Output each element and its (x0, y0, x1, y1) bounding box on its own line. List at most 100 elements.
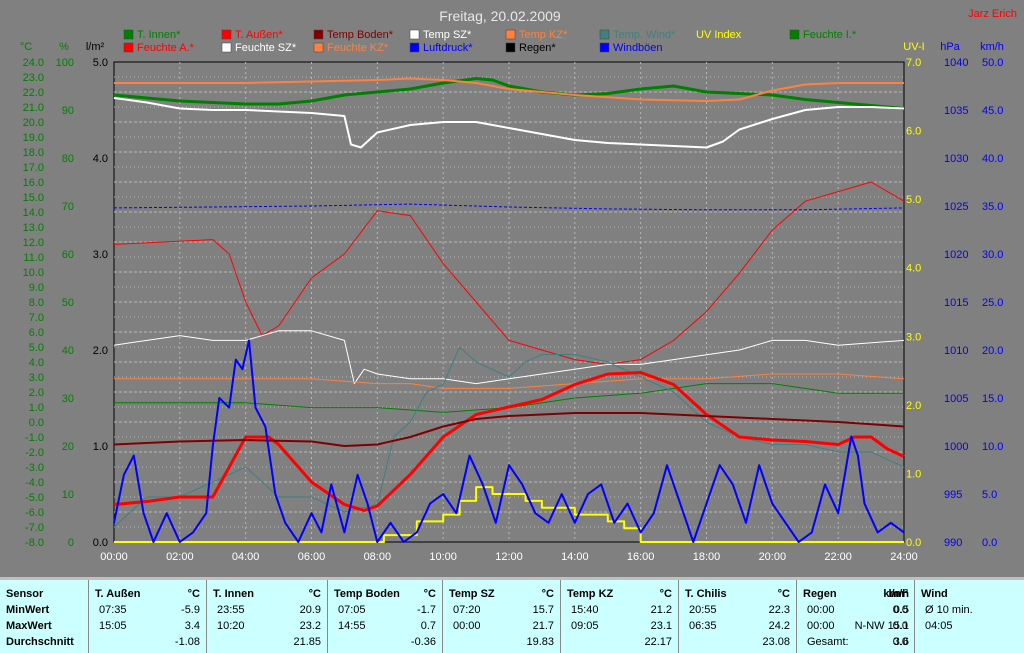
axis-tick-hum: 60 (62, 249, 74, 261)
axis-label-press: hPa (940, 41, 960, 53)
series-line (114, 77, 904, 102)
legend-item: T. Innen* (123, 29, 181, 41)
axis-tick-wind: 30.0 (982, 249, 1003, 261)
axis-tick-press: 1010 (944, 345, 968, 357)
x-tick-label: 06:00 (298, 551, 326, 563)
axis-tick-temp: 0.0 (29, 417, 44, 429)
stats-avg-value: -0.36 (410, 636, 436, 648)
axis-tick-temp: 2.0 (29, 387, 44, 399)
stats-column: Temp Boden °C 07:05 -1.7 14:55 0.7 -0.36 (327, 580, 442, 653)
axis-tick-wind: 5.0 (982, 489, 997, 501)
stats-avg-value: 19.83 (526, 636, 554, 648)
axis-tick-rain: 3.0 (93, 249, 108, 261)
axis-tick-hum: 40 (62, 345, 74, 357)
legend-swatch (313, 42, 324, 53)
axis-tick-uv: 6.0 (906, 126, 921, 138)
stats-column-unit: °C (777, 588, 790, 600)
stats-max-time: 09:05 (571, 620, 599, 632)
axis-tick-temp: -2.0 (25, 447, 44, 459)
legend-item: Feuchte A.* (123, 42, 195, 54)
axis-label-temp: °C (20, 41, 32, 53)
series-line (113, 371, 905, 512)
stats-min-value: -5.9 (181, 604, 200, 616)
stats-min-time: 15:40 (571, 604, 599, 616)
legend-item: T. Außen* (221, 29, 283, 41)
axis-tick-uv: 4.0 (906, 263, 921, 275)
series-line (114, 373, 905, 389)
axis-tick-hum: 20 (62, 441, 74, 453)
x-tick-label: 16:00 (627, 551, 655, 563)
stats-max-time: 00:00 (807, 620, 835, 632)
stats-max-value: 23.1 (650, 620, 672, 632)
axis-tick-temp: 22.0 (23, 87, 44, 99)
stats-avg-value: 22.17 (644, 636, 672, 648)
stats-column-unit: km/h (883, 588, 909, 600)
axis-tick-temp: 6.0 (29, 327, 44, 339)
axis-tick-press: 1005 (944, 393, 968, 405)
legend-swatch (409, 29, 420, 40)
stats-min-time: Ø 10 min. (925, 604, 973, 616)
author-label: Jarz Erich (968, 8, 1017, 20)
stats-avg-value: 0.0 (892, 636, 908, 648)
axis-tick-temp: 19.0 (23, 132, 44, 144)
stats-min-time: 07:05 (338, 604, 366, 616)
axis-tick-hum: 70 (62, 201, 74, 213)
legend-label: UV Index (696, 29, 742, 41)
grid (114, 62, 904, 542)
legend-label: Feuchte I.* (803, 29, 857, 41)
legend-swatch (123, 29, 134, 40)
axis-tick-wind: 25.0 (982, 297, 1003, 309)
axis-label-hum: % (59, 41, 69, 53)
axis-tick-press: 1020 (944, 249, 968, 261)
axis-tick-wind: 35.0 (982, 201, 1003, 213)
legend-item: Temp KZ* (505, 29, 568, 41)
axis-tick-press: 1015 (944, 297, 968, 309)
axis-tick-hum: 100 (56, 57, 74, 69)
stats-min-time: 07:20 (453, 604, 481, 616)
stats-max-value: 0.0 (892, 620, 908, 632)
legend-item: Windböen (599, 42, 663, 54)
legend: T. Innen* T. Außen* Temp Boden* Temp SZ* Tem… (123, 29, 857, 54)
legend-item: Feuchte I.* (789, 29, 857, 41)
axis-tick-wind: 40.0 (982, 153, 1003, 165)
axis-tick-uv: 3.0 (906, 331, 921, 343)
axis-tick-temp: -6.0 (25, 507, 44, 519)
axis-tick-temp: -1.0 (25, 432, 44, 444)
axis-tick-uv: 7.0 (906, 57, 921, 69)
stats-avg-value: 3.6 (893, 636, 909, 648)
chart-title: Freitag, 20.02.2009 (439, 8, 561, 24)
axis-tick-rain: 5.0 (93, 57, 108, 69)
x-tick-label: 22:00 (824, 551, 852, 563)
series-line (113, 77, 905, 110)
axis-tick-hum: 80 (62, 153, 74, 165)
axis-tick-press: 1030 (944, 153, 968, 165)
legend-label: Feuchte KZ* (327, 42, 389, 54)
legend-swatch (789, 29, 800, 40)
legend-swatch (599, 42, 610, 53)
axis-tick-wind: 20.0 (982, 345, 1003, 357)
axis-tick-temp: 13.0 (23, 222, 44, 234)
stats-column: Wind km/h Ø 10 min. 0.5 04:05 N-NW 15.1 3.6 (855, 580, 973, 653)
legend-swatch (313, 29, 324, 40)
stats-min-value: 21.2 (650, 604, 672, 616)
stats-max-value: 21.7 (532, 620, 554, 632)
axis-tick-press: 1040 (944, 57, 968, 69)
axis-tick-wind: 10.0 (982, 441, 1003, 453)
legend-swatch (505, 42, 516, 53)
axis-tick-temp: 23.0 (23, 72, 44, 84)
legend-item: Temp SZ* (409, 29, 472, 41)
stats-max-time: 14:55 (338, 620, 366, 632)
x-tick-label: 02:00 (166, 551, 194, 563)
legend-label: Temp. Wind* (613, 29, 676, 41)
stats-column-title: Temp Boden (334, 588, 400, 600)
axis-tick-press: 1025 (944, 201, 968, 213)
axis-tick-temp: 15.0 (23, 192, 44, 204)
axis-tick-temp: 12.0 (23, 237, 44, 249)
axis-tick-temp: 14.0 (23, 207, 44, 219)
stats-row-label: Sensor (6, 588, 44, 600)
stats-min-time: 00:00 (807, 604, 835, 616)
axis-tick-hum: 0 (68, 537, 74, 549)
stats-row-labels: Sensor MinWert MaxWert Durchschnitt (0, 580, 88, 653)
legend-item: UV Index (696, 29, 742, 41)
legend-swatch (599, 29, 610, 40)
